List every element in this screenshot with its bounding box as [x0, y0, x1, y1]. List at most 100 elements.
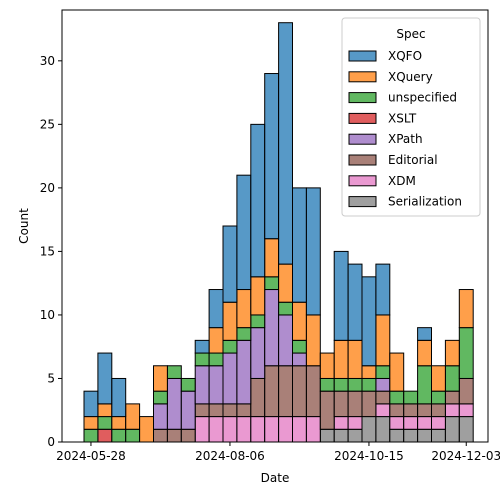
- bar-segment: [166, 428, 182, 443]
- bar-segment: [278, 365, 294, 418]
- bar-segment: [431, 416, 446, 430]
- legend-swatch: [348, 175, 377, 187]
- bar-segment: [180, 428, 196, 443]
- bar-segment: [97, 352, 113, 405]
- bar-segment: [278, 416, 294, 443]
- bar-segment: [166, 365, 182, 379]
- bar-segment: [347, 339, 363, 379]
- x-ticks: 2024-05-28 2024-08-06 2024-10-15 2024-12-03: [56, 442, 500, 463]
- bar-segment: [250, 377, 266, 418]
- bar-segment: [389, 428, 405, 443]
- bar-segment: [458, 377, 474, 405]
- bar-segment: [236, 416, 252, 443]
- y-tick-label: 25: [40, 117, 55, 131]
- bar-segment: [375, 416, 391, 443]
- y-tick-label: 5: [47, 371, 55, 385]
- bar-segment: [333, 390, 349, 418]
- bar-segment: [250, 123, 266, 278]
- bar-segment: [319, 352, 335, 379]
- bar-segment: [444, 365, 460, 392]
- bar-segment: [458, 289, 474, 329]
- x-axis-title: Date: [261, 471, 290, 485]
- bar-segment: [278, 301, 294, 316]
- bar-segment: [278, 22, 294, 265]
- bar-segment: [250, 314, 266, 329]
- bar-segment: [347, 377, 363, 392]
- bar-segment: [305, 187, 321, 316]
- bar-segment: [250, 416, 266, 443]
- bar-segment: [333, 377, 349, 392]
- bar-segment: [153, 365, 168, 392]
- bar-segment: [153, 403, 168, 430]
- bar-segment: [403, 390, 419, 405]
- legend-label: XSLT: [388, 111, 417, 125]
- bar-segment: [389, 416, 405, 430]
- bar-segment: [333, 428, 349, 443]
- bar-segment: [319, 390, 335, 430]
- bar-segment: [83, 428, 99, 443]
- bar-segment: [222, 403, 238, 418]
- bar-segment: [194, 339, 210, 354]
- bar-segment: [431, 428, 446, 443]
- bar-segment: [208, 365, 224, 405]
- bar-segment: [250, 327, 266, 379]
- bar-segment: [222, 416, 238, 443]
- bar-segment: [347, 390, 363, 418]
- bar-segment: [375, 377, 391, 392]
- legend-swatch: [348, 50, 377, 62]
- bar-segment: [208, 352, 224, 367]
- bar-segment: [292, 365, 307, 418]
- bar-segment: [222, 339, 238, 354]
- bar-segment: [194, 403, 210, 418]
- bar-segment: [292, 416, 307, 443]
- bar-segment: [389, 390, 405, 405]
- legend-swatch: [348, 196, 377, 208]
- bars-layer: [83, 22, 474, 443]
- bar-segment: [333, 250, 349, 341]
- bar-segment: [264, 365, 280, 418]
- bar-segment: [417, 339, 433, 367]
- bar-segment: [403, 416, 419, 430]
- bar-segment: [194, 352, 210, 367]
- axes-layer: [61, 9, 489, 443]
- bar-segment: [347, 263, 363, 341]
- bar-segment: [375, 390, 391, 405]
- bar-segment: [153, 390, 168, 405]
- bar-segment: [431, 390, 446, 405]
- bar-segment: [236, 289, 252, 329]
- bar-segment: [444, 390, 460, 405]
- bar-segment: [222, 301, 238, 341]
- bar-segment: [444, 416, 460, 443]
- bar-segment: [153, 428, 168, 443]
- bar-segment: [111, 428, 127, 443]
- bar-segment: [278, 263, 294, 303]
- bar-segment: [250, 276, 266, 316]
- bar-segment: [166, 377, 182, 430]
- bar-segment: [389, 403, 405, 418]
- bar-segment: [292, 352, 307, 367]
- bar-segment: [347, 416, 363, 430]
- bar-segment: [305, 365, 321, 418]
- bar-segment: [417, 365, 433, 405]
- bar-segment: [458, 403, 474, 418]
- bar-segment: [403, 428, 419, 443]
- bar-segment: [319, 428, 335, 443]
- bar-segment: [431, 403, 446, 418]
- legend-frame: [341, 17, 481, 217]
- bar-segment: [292, 301, 307, 341]
- bar-segment: [264, 416, 280, 443]
- legend-label: XDM: [388, 174, 416, 188]
- bar-segment: [264, 289, 280, 367]
- bar-segment: [194, 365, 210, 405]
- bar-segment: [389, 352, 405, 392]
- y-tick-label: 20: [40, 181, 55, 195]
- bar-segment: [375, 365, 391, 379]
- x-tick-label: 2024-05-28: [56, 449, 126, 463]
- bar-segment: [333, 416, 349, 430]
- bar-segment: [111, 377, 127, 418]
- bar-segment: [403, 403, 419, 418]
- bar-segment: [444, 339, 460, 367]
- bar-segment: [375, 314, 391, 367]
- legend-label: Editorial: [388, 153, 438, 167]
- legend-label: unspecified: [388, 91, 457, 105]
